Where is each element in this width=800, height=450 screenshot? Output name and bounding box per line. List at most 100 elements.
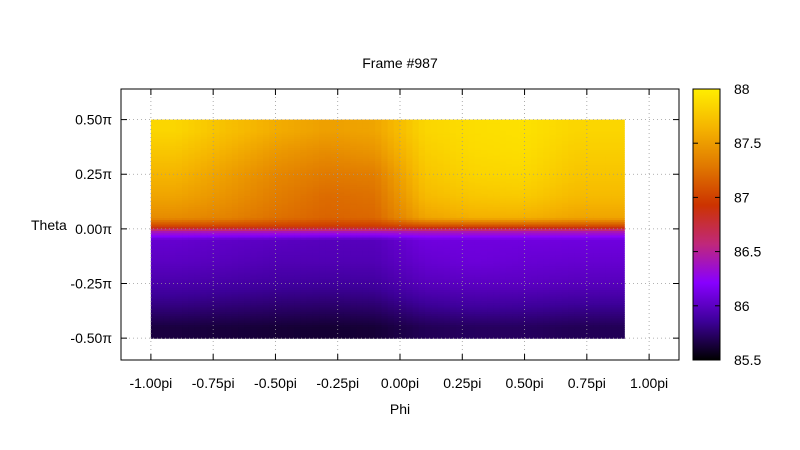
heatmap-cell <box>611 134 619 138</box>
heatmap-cell <box>449 150 457 153</box>
heatmap-cell <box>312 213 320 217</box>
heatmap-cell <box>375 148 382 151</box>
heatmap-cell <box>182 193 189 197</box>
heatmap-cell <box>269 213 277 217</box>
heatmap-cell <box>462 161 470 164</box>
heatmap-cell <box>443 154 451 158</box>
heatmap-cell <box>287 226 295 230</box>
heatmap-cell <box>331 191 339 195</box>
heatmap-cell <box>157 152 164 156</box>
heatmap-cell <box>505 152 513 156</box>
heatmap-cell <box>250 152 258 156</box>
heatmap-cell <box>269 215 277 219</box>
heatmap-cell <box>206 189 214 193</box>
heatmap-cell <box>456 189 463 193</box>
heatmap-cell <box>331 156 339 160</box>
heatmap-cell <box>424 163 432 167</box>
heatmap-cell <box>337 261 345 265</box>
heatmap-cell <box>487 211 495 215</box>
heatmap-cell <box>306 259 314 263</box>
heatmap-cell <box>325 255 333 258</box>
heatmap-cell <box>287 139 295 143</box>
heatmap-cell <box>306 185 314 188</box>
heatmap-cell <box>244 244 252 247</box>
heatmap-cell <box>543 202 551 206</box>
heatmap-cell <box>362 167 370 171</box>
heatmap-cell <box>219 233 227 237</box>
heatmap-cell <box>549 185 557 188</box>
heatmap-cell <box>269 134 277 138</box>
heatmap-cell <box>362 191 370 195</box>
heatmap-cell <box>213 150 220 153</box>
heatmap-cell <box>599 217 607 221</box>
heatmap-cell <box>262 211 270 215</box>
heatmap-cell <box>443 134 451 138</box>
heatmap-cell <box>406 182 414 186</box>
heatmap-cell <box>449 187 457 191</box>
heatmap-cell <box>200 207 208 210</box>
heatmap-cell <box>505 150 513 153</box>
heatmap-cell <box>319 211 326 215</box>
heatmap-cell <box>213 137 220 140</box>
heatmap-cell <box>530 152 538 156</box>
heatmap-cell <box>568 204 575 208</box>
heatmap-cell <box>574 139 582 143</box>
heatmap-cell <box>568 228 575 232</box>
heatmap-cell <box>555 228 563 232</box>
heatmap-cell <box>505 121 513 125</box>
heatmap-cell <box>306 167 314 171</box>
heatmap-cell <box>561 178 569 182</box>
heatmap-cell <box>356 255 364 258</box>
heatmap-cell <box>443 174 451 178</box>
heatmap-cell <box>306 196 314 199</box>
heatmap-cell <box>375 165 382 169</box>
heatmap-cell <box>468 257 476 261</box>
heatmap-cell <box>281 244 289 247</box>
heatmap-cell <box>543 148 551 151</box>
heatmap-cell <box>231 217 239 221</box>
heatmap-cell <box>424 248 432 252</box>
heatmap-cell <box>586 209 594 212</box>
heatmap-cell <box>424 139 432 143</box>
heatmap-cell <box>468 165 476 169</box>
heatmap-cell <box>325 215 333 219</box>
heatmap-cell <box>400 207 407 210</box>
heatmap-cell <box>568 191 575 195</box>
heatmap-cell <box>487 187 495 191</box>
heatmap-cell <box>269 169 277 173</box>
heatmap-cell <box>456 167 463 171</box>
heatmap-cell <box>231 128 239 132</box>
heatmap-cell <box>418 191 426 195</box>
heatmap-cell <box>319 158 326 162</box>
heatmap-cell <box>350 143 358 147</box>
heatmap-cell <box>412 259 420 263</box>
heatmap-cell <box>617 176 625 180</box>
heatmap-cell <box>480 220 488 223</box>
heatmap-cell <box>580 196 588 199</box>
heatmap-cell <box>580 182 588 186</box>
heatmap-cell <box>337 213 345 217</box>
heatmap-cell <box>300 202 308 206</box>
heatmap-cell <box>163 150 171 153</box>
heatmap-cell <box>537 187 544 191</box>
heatmap-cell <box>169 226 177 230</box>
heatmap-cell <box>244 237 252 241</box>
heatmap-cell <box>493 130 501 134</box>
heatmap-cell <box>350 126 358 129</box>
heatmap-cell <box>225 167 233 171</box>
heatmap-cell <box>281 156 289 160</box>
heatmap-cell <box>331 204 339 208</box>
heatmap-cell <box>225 187 233 191</box>
heatmap-cell <box>568 121 575 125</box>
heatmap-cell <box>319 169 326 173</box>
heatmap-cell <box>530 255 538 258</box>
heatmap-cell <box>474 259 482 263</box>
heatmap-cell <box>281 145 289 149</box>
heatmap-cell <box>175 143 183 147</box>
heatmap-cell <box>549 248 557 252</box>
heatmap-cell <box>312 145 320 149</box>
heatmap-cell <box>599 130 607 134</box>
heatmap-cell <box>474 255 482 258</box>
heatmap-cell <box>499 233 507 237</box>
heatmap-cell <box>456 187 463 191</box>
